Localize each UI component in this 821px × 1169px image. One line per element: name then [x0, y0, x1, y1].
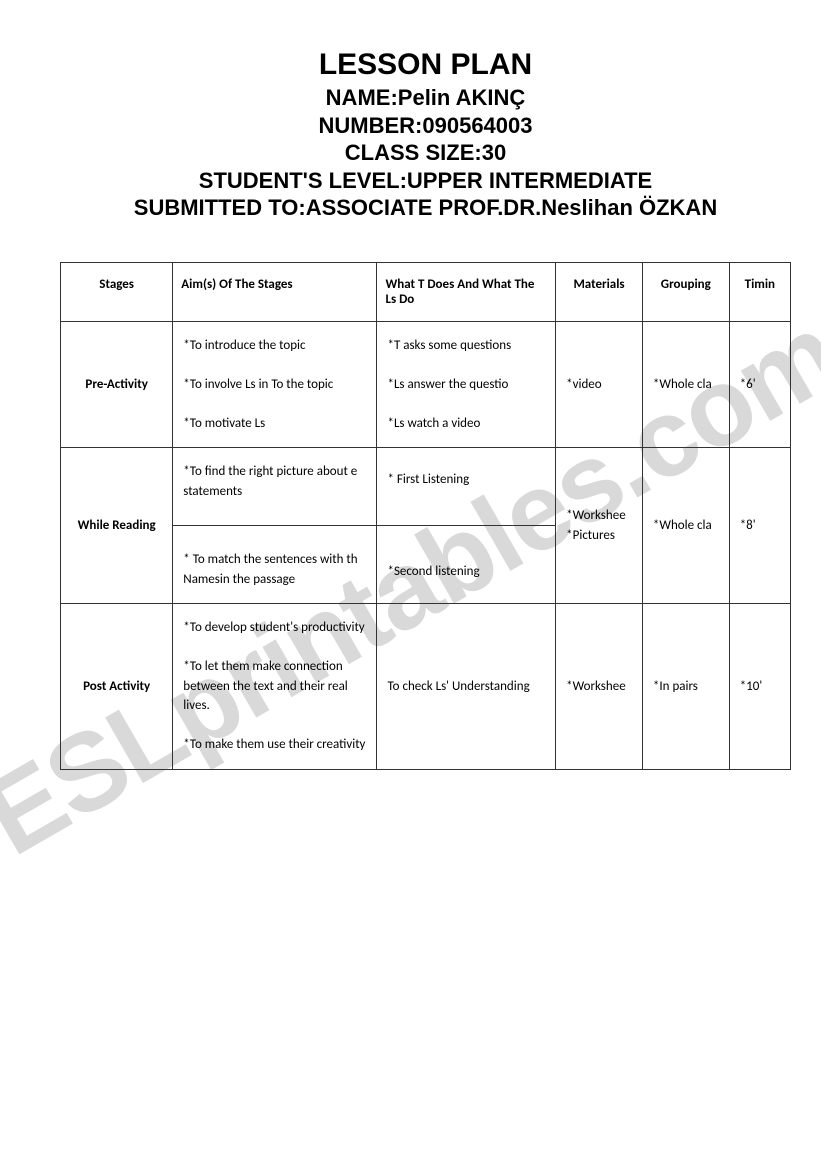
table-row: Pre-Activity *To introduce the topic *To…	[61, 321, 791, 448]
meta-name: NAME:Pelin AKINÇ	[60, 84, 791, 112]
cell-what: To check Ls' Understanding	[377, 604, 556, 770]
subcell-divider	[173, 525, 376, 526]
cell-stage: Post Activity	[61, 604, 173, 770]
document-header: LESSON PLAN NAME:Pelin AKINÇ NUMBER:0905…	[60, 48, 791, 222]
cell-aims: *To find the right picture about e state…	[173, 448, 377, 604]
col-header-grouping: Grouping	[642, 262, 729, 321]
class-size-value: 30	[482, 140, 506, 165]
number-value: 090564003	[422, 113, 532, 138]
cell-timing: *10'	[729, 604, 790, 770]
meta-class-size: CLASS SIZE:30	[60, 139, 791, 167]
table-header-row: Stages Aim(s) Of The Stages What T Does …	[61, 262, 791, 321]
cell-aims-a: *To find the right picture about e state…	[183, 462, 366, 513]
submitted-label: SUBMITTED TO:	[134, 195, 306, 220]
cell-grouping: *Whole cla	[642, 448, 729, 604]
table-row: Post Activity *To develop student's prod…	[61, 604, 791, 770]
cell-materials: *Workshee	[556, 604, 643, 770]
level-label: STUDENT'S LEVEL:	[199, 168, 407, 193]
meta-submitted: SUBMITTED TO:ASSOCIATE PROF.DR.Neslihan …	[60, 194, 791, 222]
cell-stage: While Reading	[61, 448, 173, 604]
col-header-stages: Stages	[61, 262, 173, 321]
submitted-value: ASSOCIATE PROF.DR.Neslihan ÖZKAN	[306, 195, 718, 220]
table-row: While Reading *To find the right picture…	[61, 448, 791, 604]
cell-stage: Pre-Activity	[61, 321, 173, 448]
cell-what: *T asks some questions *Ls answer the qu…	[377, 321, 556, 448]
subcell-divider	[377, 525, 555, 526]
cell-what-a: * First Listening	[387, 470, 545, 514]
title: LESSON PLAN	[60, 48, 791, 82]
cell-what: * First Listening *Second listening	[377, 448, 556, 604]
meta-number: NUMBER:090564003	[60, 112, 791, 140]
col-header-materials: Materials	[556, 262, 643, 321]
number-label: NUMBER:	[318, 113, 422, 138]
cell-aims: *To introduce the topic *To involve Ls i…	[173, 321, 377, 448]
cell-timing: *8'	[729, 448, 790, 604]
cell-materials: *Workshee *Pictures	[556, 448, 643, 604]
meta-level: STUDENT'S LEVEL:UPPER INTERMEDIATE	[60, 167, 791, 195]
col-header-aims: Aim(s) Of The Stages	[173, 262, 377, 321]
cell-aims-b: * To match the sentences with th Namesin…	[183, 538, 366, 589]
name-label: NAME:	[326, 85, 398, 110]
col-header-timing: Timin	[729, 262, 790, 321]
cell-aims: *To develop student's productivity *To l…	[173, 604, 377, 770]
cell-timing: *6'	[729, 321, 790, 448]
col-header-what: What T Does And What The Ls Do	[377, 262, 556, 321]
name-value: Pelin AKINÇ	[398, 85, 526, 110]
cell-what-b: *Second listening	[387, 538, 545, 582]
cell-grouping: *Whole cla	[642, 321, 729, 448]
cell-grouping: *In pairs	[642, 604, 729, 770]
level-value: UPPER INTERMEDIATE	[407, 168, 652, 193]
cell-materials: *video	[556, 321, 643, 448]
class-size-label: CLASS SIZE:	[345, 140, 482, 165]
document-page: LESSON PLAN NAME:Pelin AKINÇ NUMBER:0905…	[0, 0, 821, 810]
lesson-plan-table: Stages Aim(s) Of The Stages What T Does …	[60, 262, 791, 770]
